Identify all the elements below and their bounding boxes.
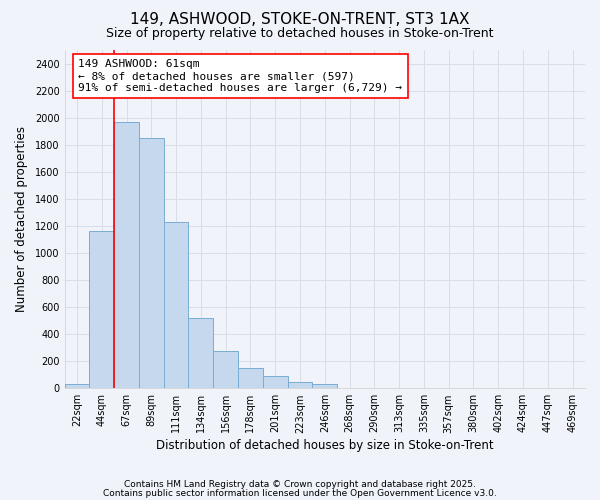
Bar <box>65 384 89 388</box>
Bar <box>139 138 164 388</box>
Bar <box>313 384 337 388</box>
Text: Size of property relative to detached houses in Stoke-on-Trent: Size of property relative to detached ho… <box>106 28 494 40</box>
Bar <box>287 382 313 388</box>
Text: Contains public sector information licensed under the Open Government Licence v3: Contains public sector information licen… <box>103 490 497 498</box>
Text: 149, ASHWOOD, STOKE-ON-TRENT, ST3 1AX: 149, ASHWOOD, STOKE-ON-TRENT, ST3 1AX <box>130 12 470 28</box>
Bar <box>263 376 287 388</box>
Bar <box>238 368 263 388</box>
X-axis label: Distribution of detached houses by size in Stoke-on-Trent: Distribution of detached houses by size … <box>156 440 494 452</box>
Bar <box>164 222 188 388</box>
Bar <box>188 318 213 388</box>
Bar <box>89 232 114 388</box>
Text: 149 ASHWOOD: 61sqm
← 8% of detached houses are smaller (597)
91% of semi-detache: 149 ASHWOOD: 61sqm ← 8% of detached hous… <box>78 60 402 92</box>
Y-axis label: Number of detached properties: Number of detached properties <box>15 126 28 312</box>
Bar <box>213 351 238 389</box>
Bar <box>114 122 139 388</box>
Text: Contains HM Land Registry data © Crown copyright and database right 2025.: Contains HM Land Registry data © Crown c… <box>124 480 476 489</box>
